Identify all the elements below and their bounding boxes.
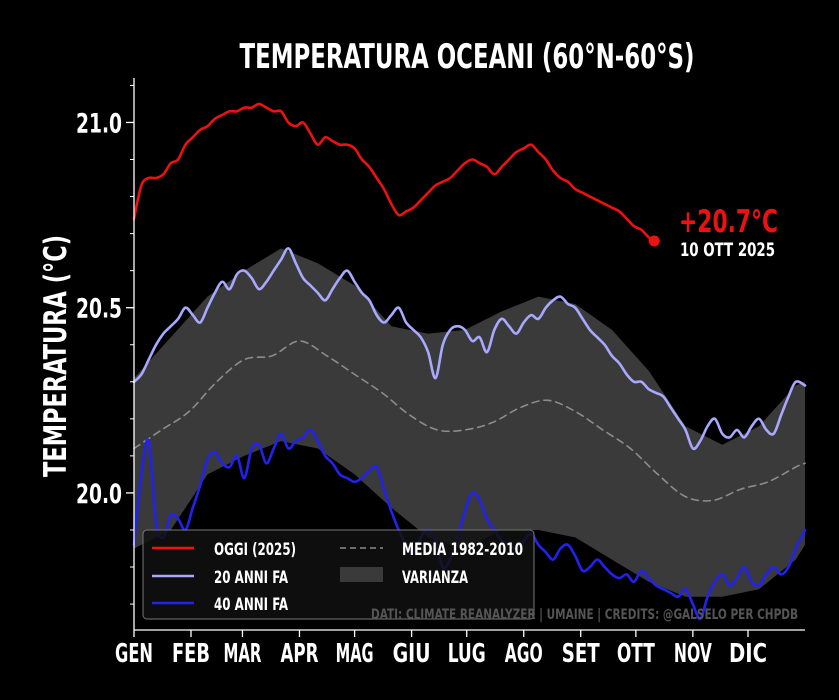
latest-date-label: 10 OTT 2025: [680, 239, 775, 261]
series-line-oggi-2025: [132, 102, 656, 243]
x-tick-label-ott: OTT: [617, 639, 655, 669]
latest-value-label: +20.7°C: [679, 204, 778, 240]
x-tick-label-nov: NOV: [674, 639, 712, 669]
x-tick-label-ago: AGO: [505, 639, 543, 669]
y-axis-label: TEMPERATURA (°C): [38, 235, 74, 477]
legend-label-20-anni-fa: 20 ANNI FA: [214, 568, 288, 588]
x-tick-label-gen: GEN: [115, 639, 153, 669]
chart-title: TEMPERATURA OCEANI (60°N-60°S): [240, 37, 695, 77]
credits-text: DATI: CLIMATE REANALYZER | UMAINE | CRED…: [371, 607, 798, 623]
legend-box: [142, 529, 535, 620]
x-tick-label-mag: MAG: [336, 639, 374, 669]
series-line-40-anni-fa: [132, 428, 807, 621]
x-tick-label-mar: MAR: [223, 639, 261, 669]
x-tick-label-dic: DIC: [729, 639, 767, 669]
y-tick-label: 20.5: [76, 294, 122, 325]
x-tick-label-lug: LUG: [448, 639, 486, 669]
variance-band: [134, 248, 805, 597]
series-line-media-1982-2010: [133, 340, 806, 502]
x-tick-label-feb: FEB: [172, 639, 210, 669]
legend-swatch-varianza: [340, 567, 383, 582]
latest-point-marker: [648, 235, 660, 247]
x-tick-label-apr: APR: [280, 639, 318, 669]
y-tick-label: 20.0: [76, 479, 122, 510]
legend-label-40-anni-fa: 40 ANNI FA: [214, 595, 288, 615]
legend-label-varianza: VARIANZA: [402, 568, 468, 588]
legend-label-media: MEDIA 1982-2010: [402, 540, 523, 560]
x-tick-label-set: SET: [562, 639, 600, 669]
legend: OGGI (2025) 20 ANNI FA 40 ANNI FA MEDIA …: [142, 529, 535, 620]
x-tick-label-giu: GIU: [393, 639, 431, 669]
legend-label-oggi: OGGI (2025): [214, 540, 296, 560]
y-tick-label: 21.0: [76, 108, 122, 139]
series-line-20-anni-fa: [132, 247, 807, 451]
